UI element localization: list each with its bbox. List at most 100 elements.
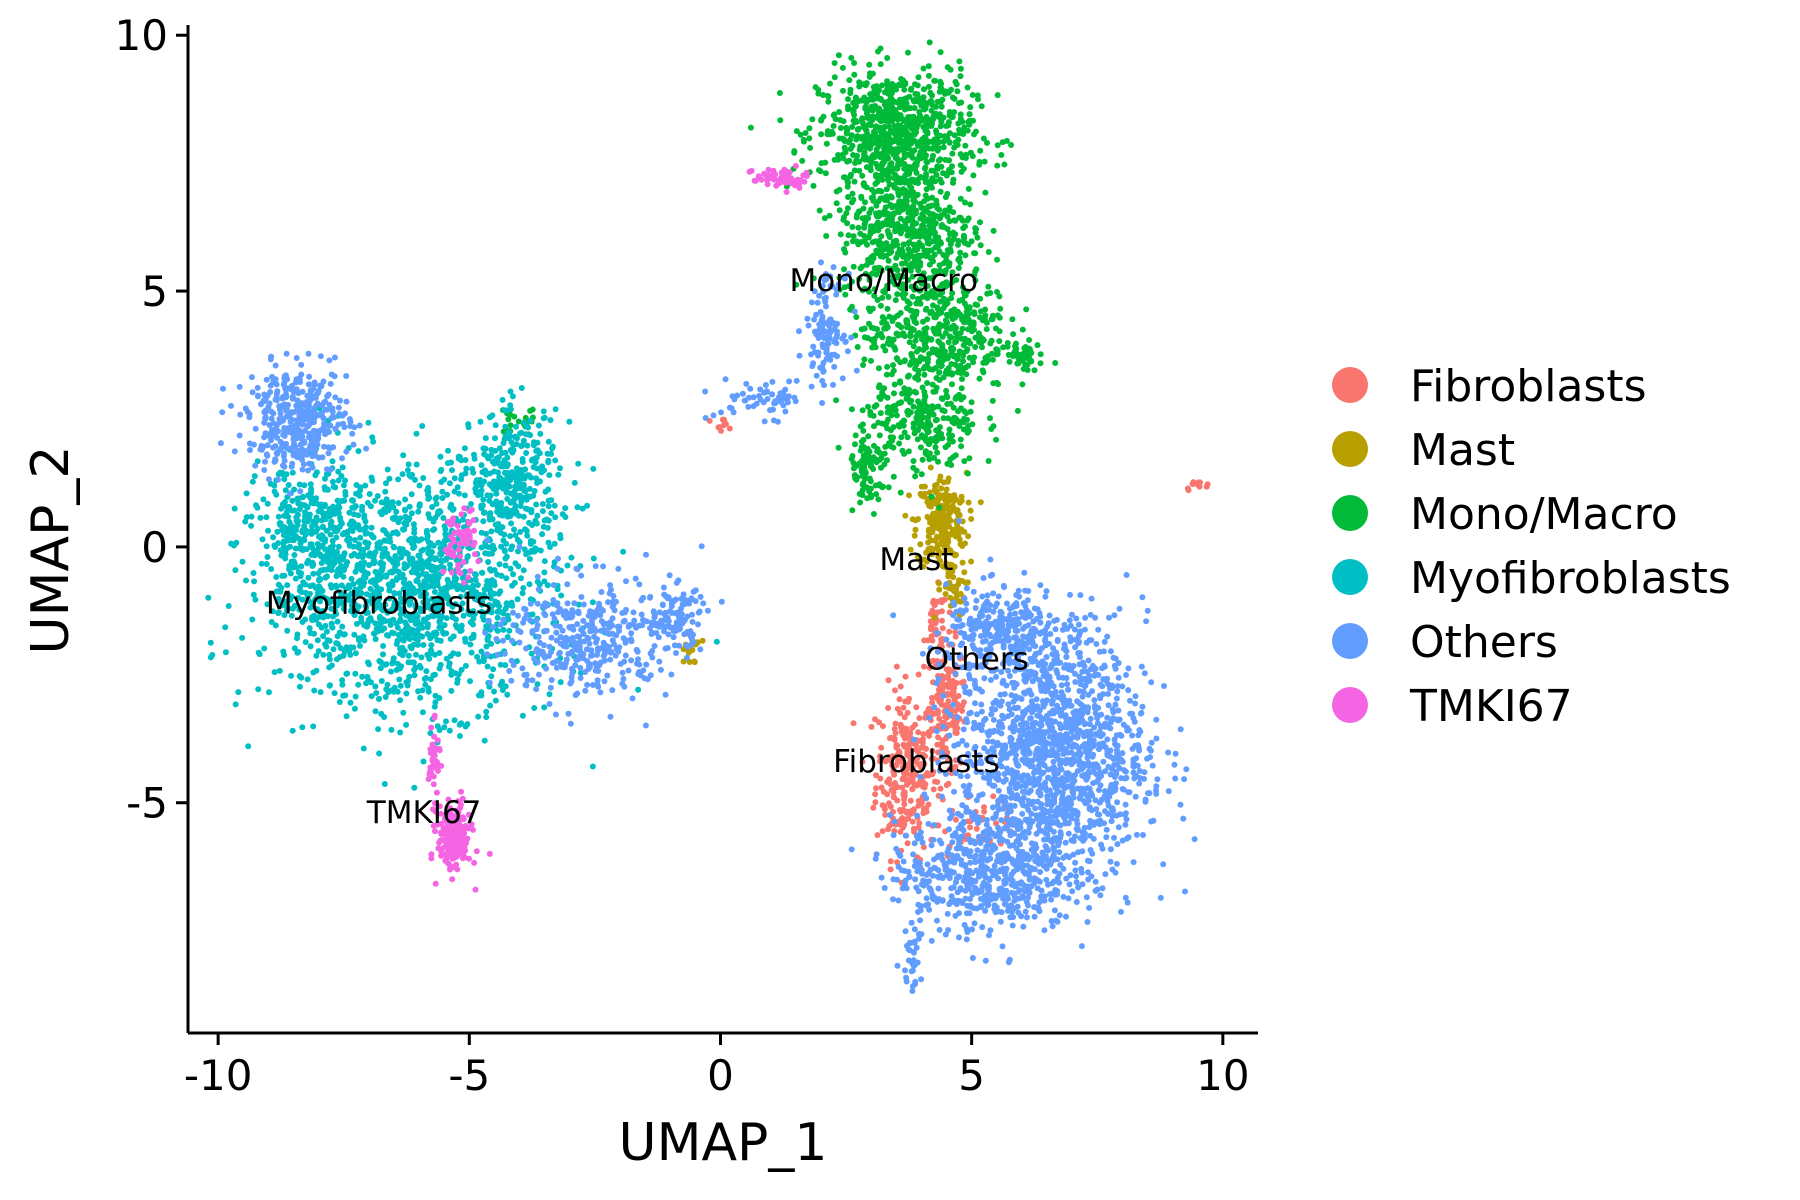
data-point	[865, 433, 872, 440]
data-point	[383, 572, 390, 579]
data-point	[957, 162, 964, 169]
data-point	[960, 233, 967, 240]
data-point	[520, 585, 527, 591]
data-point	[943, 486, 950, 493]
data-point	[545, 438, 552, 445]
data-point	[969, 153, 976, 160]
data-point	[447, 561, 453, 568]
data-point	[428, 574, 434, 581]
data-point	[360, 633, 367, 640]
data-point	[868, 206, 875, 213]
data-point	[934, 239, 941, 246]
data-point	[424, 630, 431, 637]
data-point	[339, 623, 346, 630]
data-point	[537, 547, 544, 554]
data-point	[958, 335, 965, 342]
data-point	[333, 528, 340, 535]
data-point	[906, 695, 912, 702]
data-point	[908, 350, 915, 357]
data-point	[904, 840, 911, 847]
data-point	[270, 534, 277, 541]
data-point	[952, 629, 959, 635]
data-point	[987, 290, 994, 296]
data-point	[281, 652, 287, 658]
data-point	[877, 61, 884, 68]
data-point	[933, 103, 939, 110]
data-point	[949, 114, 955, 121]
data-point	[952, 139, 959, 146]
data-point	[911, 246, 918, 253]
data-point	[910, 403, 917, 410]
data-point	[368, 679, 374, 686]
data-point	[950, 454, 957, 461]
data-point	[868, 141, 875, 148]
data-point	[486, 513, 493, 519]
data-point	[518, 442, 525, 449]
data-point	[1037, 360, 1044, 367]
data-point	[891, 725, 898, 732]
data-point	[928, 623, 935, 630]
data-point	[501, 477, 508, 484]
data-point	[519, 459, 526, 465]
data-point	[329, 478, 336, 485]
data-point	[509, 393, 516, 400]
data-point	[491, 478, 497, 485]
data-point	[304, 676, 311, 683]
data-point	[906, 152, 913, 159]
data-point	[423, 668, 430, 675]
data-point	[490, 544, 497, 551]
data-point	[877, 396, 884, 402]
data-point	[853, 314, 860, 320]
data-point	[875, 419, 882, 426]
data-point	[870, 804, 877, 811]
data-point	[956, 526, 963, 533]
data-point	[987, 340, 994, 347]
data-point	[352, 693, 359, 700]
data-point	[520, 567, 527, 574]
data-point	[933, 172, 940, 178]
data-point	[849, 507, 856, 514]
data-point	[925, 528, 932, 535]
data-point	[528, 547, 535, 554]
data-point	[940, 415, 947, 422]
data-point	[497, 508, 504, 515]
data-point	[408, 491, 415, 498]
data-point	[950, 322, 957, 329]
data-point	[894, 221, 901, 227]
data-point	[900, 96, 907, 103]
data-point	[989, 356, 996, 363]
data-point	[512, 502, 519, 509]
data-point	[880, 788, 887, 795]
data-point	[340, 573, 347, 580]
data-point	[502, 555, 509, 562]
data-point	[497, 661, 504, 668]
data-point	[904, 373, 911, 380]
data-point	[970, 172, 977, 179]
data-point	[504, 602, 511, 609]
data-point	[906, 410, 912, 417]
data-point	[945, 573, 952, 580]
data-point	[777, 117, 784, 124]
data-point	[911, 315, 917, 322]
data-point	[956, 100, 962, 107]
data-point	[541, 414, 548, 421]
data-point	[905, 741, 912, 748]
data-point	[960, 225, 967, 232]
data-point	[964, 127, 971, 134]
data-point	[894, 742, 901, 749]
data-point	[929, 699, 936, 706]
data-point	[900, 417, 907, 424]
data-point	[809, 116, 816, 123]
data-point	[928, 493, 935, 500]
data-point	[913, 746, 919, 753]
data-point	[944, 702, 950, 709]
data-point	[868, 723, 875, 730]
data-point	[382, 488, 389, 495]
data-point	[968, 558, 975, 565]
data-point	[918, 232, 925, 239]
data-point	[305, 557, 312, 564]
data-point	[480, 496, 487, 503]
data-point	[937, 298, 944, 305]
data-point	[277, 521, 284, 528]
data-point	[978, 103, 985, 110]
